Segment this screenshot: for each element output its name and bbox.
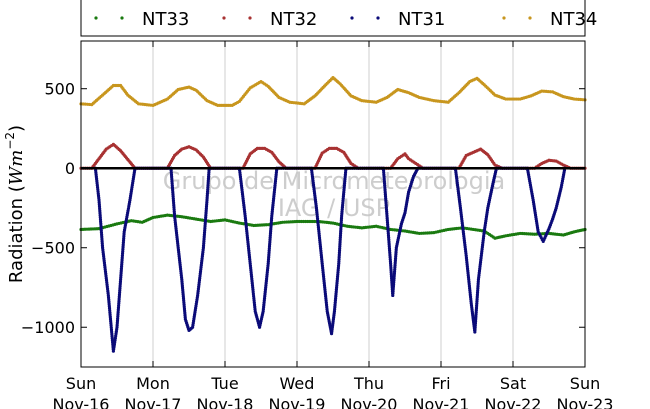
legend-box <box>80 0 586 37</box>
x-tick-label-day: Wed <box>280 374 315 393</box>
y-tick-label: −500 <box>31 239 75 258</box>
legend-marker <box>120 16 124 20</box>
legend-label: NT31 <box>398 9 445 30</box>
y-axis-label: Radiation (Wm−2) <box>3 125 27 283</box>
legend-item-nt32: NT32 <box>222 9 317 30</box>
x-tick-label-day: Fri <box>431 374 450 393</box>
legend-marker <box>222 16 226 20</box>
vertical-grid <box>152 41 514 367</box>
x-tick-label-day: Mon <box>136 374 170 393</box>
x-tick-label-date: Nov-21 <box>413 395 470 409</box>
y-tick-label: 500 <box>44 80 75 99</box>
legend-marker <box>248 16 252 20</box>
x-axis: Sun Nov-16 Mon Nov-17 Tue Nov-18 Wed Nov-19 Thu N… <box>53 41 614 409</box>
x-tick-label-date: Nov-16 <box>53 395 110 409</box>
legend-label: NT34 <box>550 9 597 30</box>
x-tick-label-date: Nov-18 <box>197 395 254 409</box>
watermark-line-2: IAG / USP <box>278 194 390 222</box>
x-tick-label-day: Sun <box>66 374 96 393</box>
legend-marker <box>350 16 354 20</box>
x-tick-label-day: Sun <box>570 374 600 393</box>
legend-item-nt33: NT33 <box>94 9 189 30</box>
plot-frame <box>80 40 586 368</box>
watermark-line-1: Grupo de Micrometeorologia <box>163 167 505 195</box>
x-tick-label-date: Nov-22 <box>485 395 542 409</box>
x-tick-label-day: Sat <box>500 374 526 393</box>
legend-label: NT32 <box>270 9 317 30</box>
y-axis: 500 0 −500 −1000 <box>21 80 585 337</box>
x-tick-label-date: Nov-19 <box>269 395 326 409</box>
legend-item-nt31: NT31 <box>350 9 445 30</box>
y-tick-label: 0 <box>65 159 75 178</box>
y-axis-label-unit: Wm <box>6 150 27 186</box>
y-axis-label-close: ) <box>6 125 27 132</box>
series-nt32 <box>79 142 587 170</box>
legend-marker <box>94 16 98 20</box>
x-tick-label-date: Nov-20 <box>341 395 398 409</box>
y-axis-label-text: Radiation ( <box>6 185 27 283</box>
series-nt34 <box>79 75 587 108</box>
legend-marker <box>376 16 380 20</box>
x-tick-label-date: Nov-23 <box>557 395 614 409</box>
x-tick-label-day: Thu <box>353 374 384 393</box>
watermark: Grupo de Micrometeorologia IAG / USP <box>163 167 505 222</box>
y-tick-label: −1000 <box>21 318 75 337</box>
x-tick-label-day: Tue <box>210 374 238 393</box>
x-tick-label-date: Nov-17 <box>125 395 182 409</box>
legend-marker <box>502 16 506 20</box>
y-axis-label-exponent: −2 <box>3 132 17 150</box>
legend: NT33 NT32 NT31 NT34 <box>80 0 597 37</box>
legend-item-nt34: NT34 <box>502 9 597 30</box>
legend-label: NT33 <box>142 9 189 30</box>
legend-marker <box>528 16 532 20</box>
